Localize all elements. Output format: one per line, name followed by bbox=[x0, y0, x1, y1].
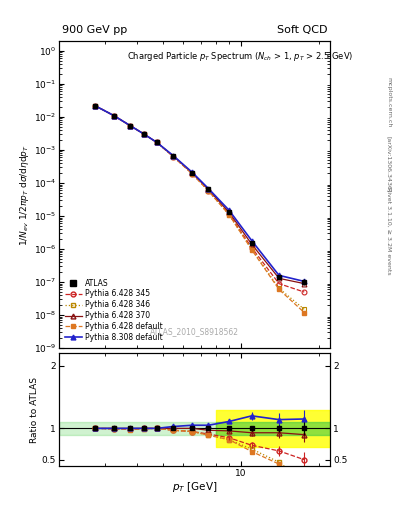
Legend: ATLAS, Pythia 6.428 345, Pythia 6.428 346, Pythia 6.428 370, Pythia 6.428 defaul: ATLAS, Pythia 6.428 345, Pythia 6.428 34… bbox=[63, 276, 165, 345]
Text: Rivet 3.1.10, ≥ 3.2M events: Rivet 3.1.10, ≥ 3.2M events bbox=[386, 186, 391, 274]
Text: ATLAS_2010_S8918562: ATLAS_2010_S8918562 bbox=[150, 327, 239, 336]
X-axis label: $p_T$ [GeV]: $p_T$ [GeV] bbox=[172, 480, 217, 495]
Text: Charged Particle $p_T$ Spectrum ($N_{ch}$ > 1, $p_T$ > 2.5 GeV): Charged Particle $p_T$ Spectrum ($N_{ch}… bbox=[127, 50, 353, 63]
Text: [arXiv:1306.3436]: [arXiv:1306.3436] bbox=[386, 136, 391, 192]
Y-axis label: 1/$N_{ev}$ 1/2$\pi$$p_T$ d$\sigma$/d$\eta$d$p_T$: 1/$N_{ev}$ 1/2$\pi$$p_T$ d$\sigma$/d$\et… bbox=[18, 143, 31, 246]
Y-axis label: Ratio to ATLAS: Ratio to ATLAS bbox=[30, 377, 39, 442]
Text: mcplots.cern.ch: mcplots.cern.ch bbox=[386, 77, 391, 127]
Text: 900 GeV pp: 900 GeV pp bbox=[62, 25, 127, 35]
Text: Soft QCD: Soft QCD bbox=[277, 25, 327, 35]
